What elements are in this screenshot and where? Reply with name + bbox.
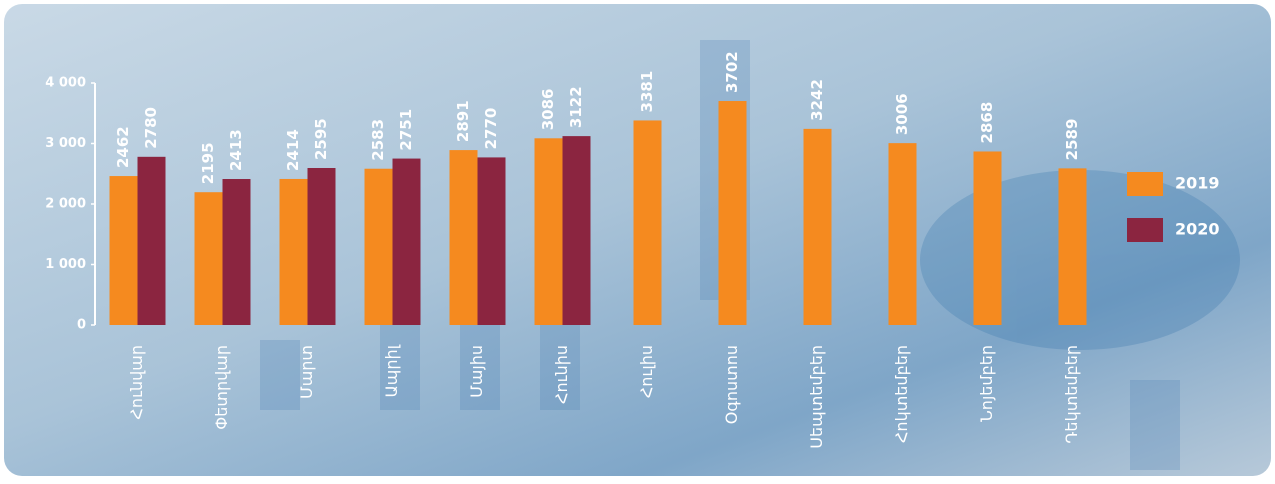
bar: [974, 151, 1002, 325]
legend-swatch: [1127, 218, 1163, 242]
bar: [195, 192, 223, 325]
value-label: 3242: [808, 79, 826, 121]
y-tick-label: 0: [77, 318, 86, 333]
bar: [634, 120, 662, 325]
x-tick-label: Նոյեմբեր: [977, 345, 996, 422]
bar: [308, 168, 336, 325]
bar: [450, 150, 478, 325]
x-tick-label: Հունվար: [127, 345, 146, 420]
value-label: 2462: [114, 126, 132, 168]
value-label: 2891: [454, 100, 472, 142]
x-tick-label: Սեպտեմբեր: [807, 345, 826, 449]
x-tick-label: Դեկտեմբեր: [1062, 345, 1081, 444]
bar: [563, 136, 591, 325]
bar: [535, 138, 563, 325]
y-tick-label: 4 000: [45, 76, 86, 91]
chart: 0 1 000 2 000 3 000 4 000 2462 2780 Հունվար 2195…: [0, 0, 1275, 480]
y-tick-label: 2 000: [45, 197, 86, 212]
value-label: 3122: [567, 86, 585, 128]
value-label: 2414: [284, 129, 302, 171]
value-label: 2195: [199, 142, 217, 184]
value-label: 2583: [369, 119, 387, 161]
value-label: 3702: [723, 51, 741, 93]
value-label: 2868: [978, 102, 996, 144]
value-label: 2770: [482, 108, 500, 150]
y-tick-label: 1 000: [45, 257, 86, 272]
bar: [478, 157, 506, 325]
value-label: 2780: [142, 107, 160, 149]
value-label: 3381: [638, 71, 656, 113]
bar: [110, 176, 138, 325]
legend-swatch: [1127, 172, 1163, 196]
bar: [889, 143, 917, 325]
value-label: 2595: [312, 118, 330, 160]
x-tick-label: Օգոստոս: [722, 345, 741, 424]
legend-label: 2019: [1175, 174, 1220, 193]
bar: [138, 157, 166, 325]
bar: [223, 179, 251, 325]
legend-label: 2020: [1175, 220, 1220, 239]
bar: [393, 159, 421, 325]
value-label: 2589: [1063, 119, 1081, 161]
bar: [804, 129, 832, 325]
x-tick-label: Մարտ: [297, 345, 316, 399]
bar: [1059, 168, 1087, 325]
x-tick-label: Ապրիլ: [382, 344, 401, 397]
bar: [365, 169, 393, 325]
x-tick-label: Փետրվար: [212, 345, 231, 430]
x-tick-label: Հունիս: [552, 345, 571, 404]
x-tick-label: Հոկտեմբեր: [892, 345, 911, 443]
bar: [280, 179, 308, 325]
x-tick-label: Մայիս: [467, 345, 486, 398]
bar: [719, 101, 747, 325]
value-label: 3006: [893, 93, 911, 135]
value-label: 2751: [397, 109, 415, 151]
value-label: 2413: [227, 129, 245, 171]
y-tick-label: 3 000: [45, 136, 86, 151]
value-label: 3086: [539, 89, 557, 131]
x-tick-label: Հուլիս: [637, 345, 656, 398]
